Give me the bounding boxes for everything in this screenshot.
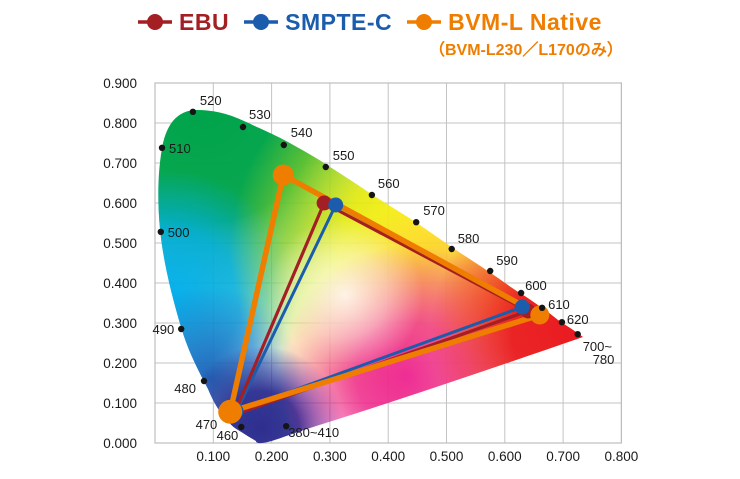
wavelength-label-510: 510 — [169, 141, 191, 156]
y-tick-label: 0.900 — [103, 76, 137, 91]
wavelength-label-590: 590 — [496, 253, 518, 268]
vertex-marker-ebu-green — [316, 195, 332, 211]
wavelength-dot-590 — [487, 267, 494, 275]
y-tick-label: 0.100 — [103, 396, 137, 411]
axis-ticks: 0.100 0.200 0.300 0.400 0.500 0.600 0.700 0.800… — [103, 76, 638, 464]
vertex-marker-bvm-l-native-red — [530, 305, 550, 325]
y-tick-label: 0.300 — [103, 316, 137, 331]
wavelength-dot-620 — [558, 319, 566, 326]
vertex-marker-smpte-c-green — [328, 197, 344, 213]
wavelength-dot-700 — [574, 331, 581, 338]
wavelength-dot-540 — [280, 141, 287, 149]
spectral-locus-shape — [158, 110, 583, 444]
x-tick-label: 0.200 — [255, 449, 289, 464]
wavelength-dot-570 — [413, 219, 420, 226]
wavelength-dot-580 — [448, 245, 455, 253]
x-tick-label: 0.800 — [605, 449, 639, 464]
vertex-marker-bvm-l-native-blue — [218, 399, 243, 424]
wavelength-dot-610 — [538, 304, 546, 311]
y-tick-label: 0.700 — [103, 156, 137, 171]
gamut-vertex-markers — [218, 164, 550, 424]
y-tick-label: 0.500 — [103, 236, 137, 251]
y-tick-label: 0.200 — [103, 356, 137, 371]
wavelength-label-520: 520 — [200, 93, 222, 108]
wavelength-label-600: 600 — [525, 278, 547, 293]
legend-item-bvm-l-native: BVM-L Native — [407, 9, 602, 36]
legend-item-ebu: EBU — [138, 9, 229, 36]
x-tick-label: 0.700 — [546, 449, 580, 464]
wavelength-label-500: 500 — [168, 225, 190, 240]
x-tick-label: 0.500 — [430, 449, 464, 464]
wavelength-label-460: 460 — [217, 428, 239, 443]
wavelength-dot-380-410 — [283, 423, 290, 430]
wavelength-label-780: 780 — [593, 352, 615, 367]
legend-label: BVM-L Native — [448, 8, 602, 35]
wavelength-label-620: 620 — [567, 312, 589, 327]
wavelength-label-480: 480 — [174, 381, 196, 396]
gamut-triangles — [227, 172, 543, 417]
legend-label: EBU — [179, 8, 230, 35]
wavelength-dot-550 — [322, 163, 329, 171]
legend-item-smpte-c: SMPTE-C — [244, 9, 392, 36]
vertex-marker-smpte-c-red — [514, 299, 530, 315]
wavelength-label-530: 530 — [249, 107, 271, 122]
wavelength-label-580: 580 — [458, 231, 480, 246]
wavelength-label-610: 610 — [548, 297, 570, 312]
wavelength-label-570: 570 — [423, 203, 445, 218]
y-tick-label: 0.800 — [103, 116, 137, 131]
legend-marker-icon — [138, 14, 173, 30]
wavelength-label-380-410: 380~410 — [288, 425, 339, 440]
wavelength-label-700: 700~ — [583, 339, 613, 354]
wavelength-label-490: 490 — [152, 322, 174, 337]
wavelength-label-540: 540 — [291, 125, 313, 140]
wavelength-dot-530 — [239, 123, 247, 131]
x-tick-label: 0.100 — [196, 449, 230, 464]
legend-row: EBU SMPTE-C BVM-L Native — [0, 5, 740, 39]
vertex-marker-bvm-l-native-green — [272, 164, 294, 186]
wavelength-dot-560 — [368, 191, 376, 199]
legend-marker-icon — [407, 14, 442, 30]
plot-border — [154, 82, 622, 444]
wavelength-dot-460 — [238, 423, 245, 431]
gamut-triangle-bvm-l-native — [227, 172, 543, 415]
wavelength-dot-600 — [517, 289, 525, 297]
wavelength-label-550: 550 — [333, 148, 355, 163]
x-tick-label: 0.300 — [313, 449, 347, 464]
y-tick-label: 0.600 — [103, 196, 137, 211]
wavelength-dot-500 — [157, 228, 164, 235]
y-tick-label: 0.400 — [103, 276, 137, 291]
wavelength-label-560: 560 — [378, 176, 400, 191]
legend-label: SMPTE-C — [285, 8, 393, 35]
wavelength-dot-520 — [189, 108, 197, 116]
legend: EBU SMPTE-C BVM-L Native （BVM-L230／L170のみ） — [0, 5, 740, 59]
y-tick-label: 0.000 — [103, 436, 137, 451]
legend-note: （BVM-L230／L170のみ） — [429, 42, 623, 59]
wavelength-label-470: 470 — [196, 417, 218, 432]
wavelength-dot-510 — [158, 144, 166, 151]
x-tick-label: 0.600 — [488, 449, 522, 464]
wavelength-dot-480 — [200, 377, 208, 385]
x-tick-label: 0.400 — [371, 449, 405, 464]
legend-marker-icon — [244, 14, 279, 30]
wavelength-dot-490 — [178, 325, 185, 333]
